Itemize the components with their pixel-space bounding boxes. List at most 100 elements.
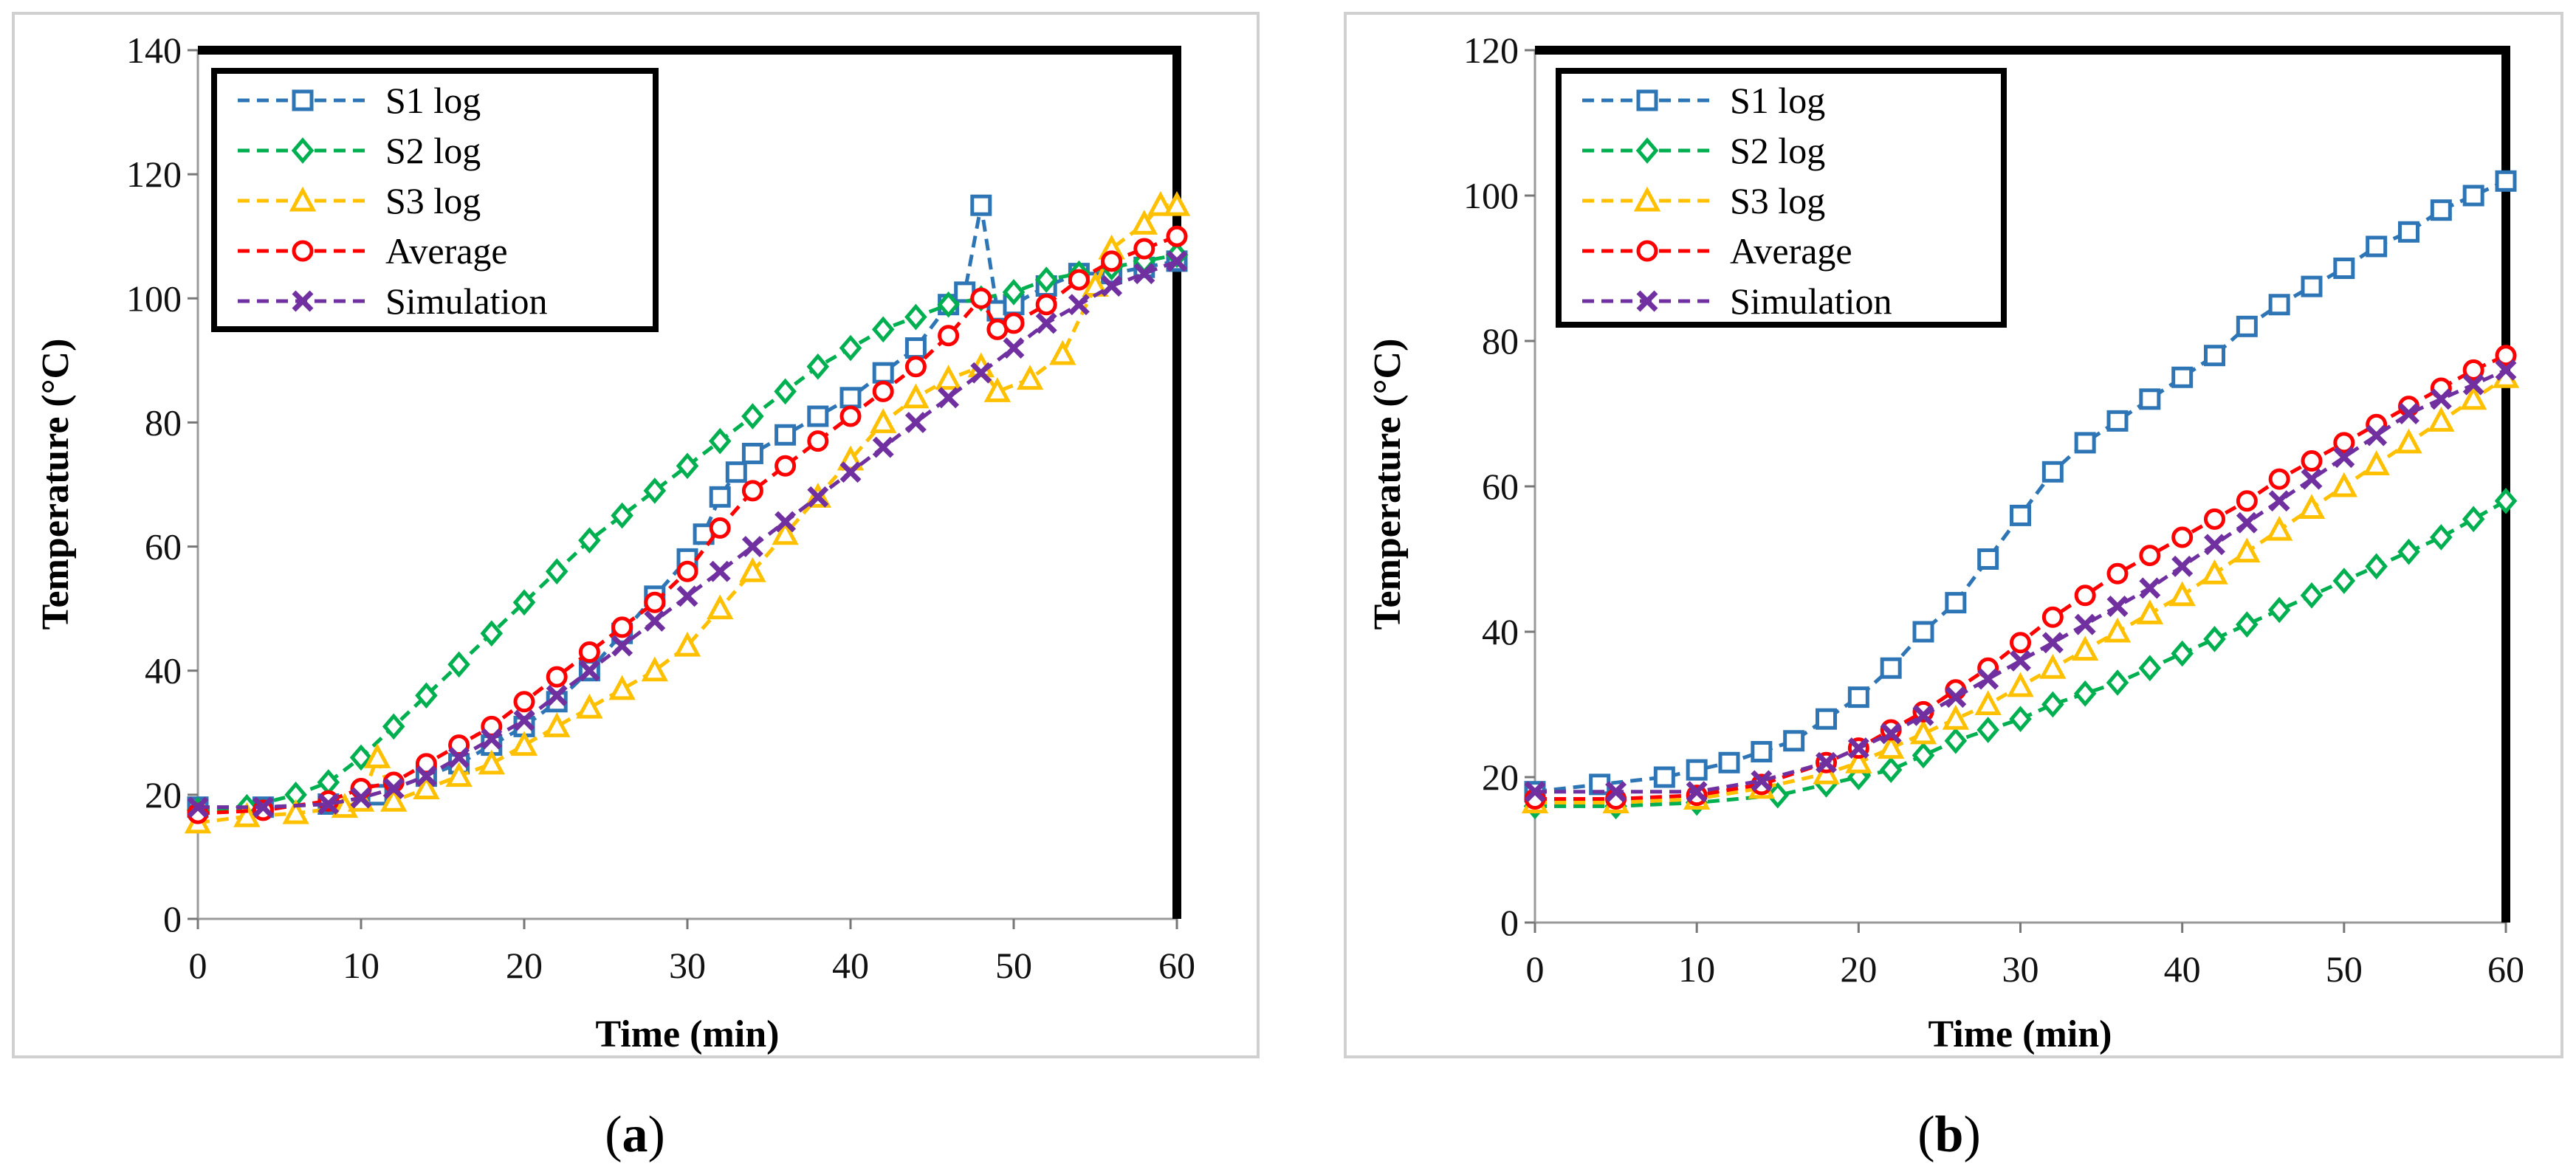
data-point bbox=[1816, 708, 1837, 730]
data-point bbox=[1974, 690, 2002, 715]
data-point bbox=[2071, 635, 2099, 661]
data-point bbox=[676, 560, 698, 582]
data-point bbox=[187, 796, 209, 818]
series-s3-log bbox=[184, 190, 1191, 834]
data-point bbox=[2430, 199, 2452, 221]
y-tick-label: 120 bbox=[126, 154, 182, 195]
x-tick-label: 20 bbox=[1840, 948, 1877, 990]
data-point bbox=[904, 337, 927, 359]
data-point bbox=[2298, 494, 2326, 520]
data-point bbox=[382, 713, 405, 740]
series-simulation bbox=[1524, 359, 2517, 803]
data-point bbox=[2301, 450, 2323, 472]
data-point bbox=[2430, 388, 2452, 410]
legend-marker bbox=[1636, 89, 1658, 111]
x-axis-title: Time (min) bbox=[596, 1013, 780, 1055]
legend-item: S3 log bbox=[238, 180, 481, 221]
data-point bbox=[2106, 410, 2129, 432]
legend-label: S2 log bbox=[385, 130, 481, 171]
y-tick-label: 100 bbox=[1463, 175, 1519, 216]
data-point bbox=[447, 651, 470, 678]
data-point bbox=[2333, 258, 2355, 279]
data-point bbox=[741, 480, 763, 502]
y-tick-label: 60 bbox=[145, 526, 182, 568]
data-point bbox=[252, 796, 274, 818]
data-point bbox=[2495, 170, 2517, 192]
data-point bbox=[1003, 312, 1025, 334]
data-point bbox=[2428, 407, 2455, 432]
data-point bbox=[774, 511, 797, 533]
series-average bbox=[1524, 345, 2517, 810]
y-tick-label: 80 bbox=[1482, 320, 1519, 362]
data-point bbox=[807, 486, 829, 508]
data-point bbox=[1147, 190, 1175, 216]
legend-label: Simulation bbox=[1730, 280, 1892, 322]
data-point bbox=[1003, 337, 1025, 359]
plot-border bbox=[198, 46, 1181, 919]
legend-label: Average bbox=[1730, 230, 1852, 272]
data-point bbox=[578, 660, 600, 682]
y-axis-title: Temperature (°C) bbox=[1367, 339, 1409, 630]
data-point bbox=[2236, 315, 2258, 337]
data-point bbox=[1049, 339, 1076, 365]
y-tick-label: 0 bbox=[1500, 902, 1519, 943]
data-point bbox=[872, 362, 894, 384]
x-tick-label: 0 bbox=[1526, 948, 1545, 990]
legend-marker bbox=[289, 186, 317, 212]
data-point bbox=[709, 517, 731, 539]
data-point bbox=[938, 387, 960, 409]
data-point bbox=[2462, 185, 2484, 207]
legend-item: S3 log bbox=[1582, 180, 1825, 221]
data-point bbox=[707, 594, 734, 620]
legend-label: S1 log bbox=[1730, 80, 1825, 121]
data-point bbox=[512, 589, 536, 616]
legend-label: Average bbox=[385, 230, 508, 272]
data-point bbox=[1751, 741, 1773, 763]
caption-open: ( bbox=[605, 1106, 622, 1163]
data-point bbox=[448, 746, 470, 768]
data-point bbox=[2397, 538, 2420, 565]
data-point bbox=[1166, 250, 1188, 272]
data-point bbox=[2300, 582, 2323, 609]
data-point bbox=[1035, 312, 1057, 334]
legend-marker bbox=[1633, 186, 1661, 212]
data-point bbox=[578, 641, 600, 663]
caption-close: ) bbox=[648, 1106, 665, 1163]
data-point bbox=[1945, 592, 1967, 614]
data-point bbox=[904, 303, 927, 331]
legend-marker bbox=[291, 137, 315, 164]
x-tick-label: 10 bbox=[1678, 948, 1715, 990]
caption-open: ( bbox=[1917, 1106, 1934, 1163]
legend-label: S3 log bbox=[1730, 180, 1825, 221]
data-point bbox=[2106, 562, 2129, 585]
data-point bbox=[2139, 577, 2161, 599]
data-point bbox=[1653, 766, 1675, 788]
data-point bbox=[807, 430, 829, 452]
data-point bbox=[871, 316, 895, 343]
data-point bbox=[510, 731, 538, 756]
data-point bbox=[2301, 468, 2323, 490]
series-line bbox=[198, 259, 1178, 810]
data-point bbox=[2168, 581, 2196, 607]
data-point bbox=[513, 691, 535, 713]
data-point bbox=[772, 520, 799, 545]
data-point bbox=[2074, 585, 2096, 607]
data-point bbox=[2041, 691, 2064, 718]
data-point bbox=[415, 682, 438, 709]
data-point bbox=[608, 675, 636, 700]
data-point bbox=[1912, 621, 1934, 643]
data-point bbox=[1101, 275, 1123, 297]
data-point bbox=[1068, 294, 1090, 316]
data-point bbox=[2398, 403, 2419, 424]
legend-item: S1 log bbox=[1582, 80, 1825, 121]
data-point bbox=[2106, 596, 2129, 617]
data-point bbox=[2039, 653, 2067, 679]
data-point bbox=[2103, 617, 2132, 643]
data-point bbox=[2171, 555, 2194, 577]
x-tick-label: 30 bbox=[2002, 948, 2039, 990]
data-point bbox=[1524, 781, 1546, 803]
data-point bbox=[1845, 748, 1872, 773]
data-point bbox=[1879, 756, 1903, 783]
data-point bbox=[1877, 734, 1905, 759]
